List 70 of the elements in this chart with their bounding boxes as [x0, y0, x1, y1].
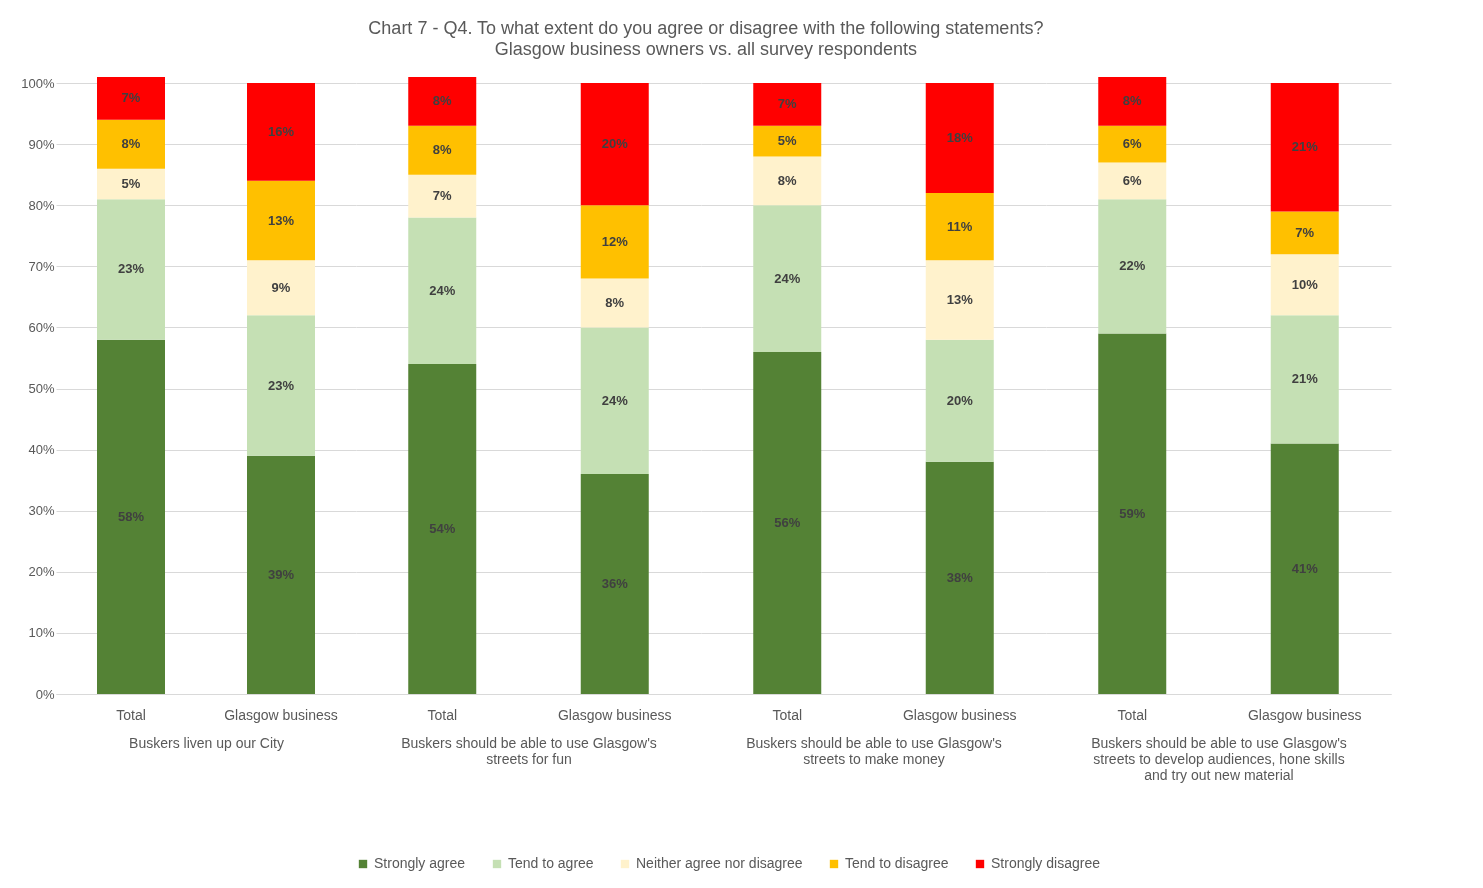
data-label: 5%: [121, 175, 141, 191]
data-label: 23%: [267, 377, 295, 393]
x-tick-label: Glasgow business: [557, 706, 672, 723]
text: Buskers should be able to use Glasgow's streets for fun: [401, 734, 657, 767]
data-label: 8%: [121, 136, 141, 152]
data-label: 8%: [432, 142, 453, 158]
legend-label: Tend to disagree: [845, 855, 949, 871]
data-label: 21%: [1291, 139, 1319, 155]
data-label: 18%: [946, 130, 974, 146]
x-tick-label: Glasgow business: [224, 706, 338, 723]
data-label: 5%: [777, 133, 798, 149]
data-label: 6%: [1122, 172, 1143, 188]
x-tick-label: Total: [772, 706, 803, 723]
data-label: 24%: [601, 392, 629, 408]
data-label: 36%: [601, 576, 629, 592]
data-label: 38%: [946, 569, 974, 585]
y-tick-label: 90%: [28, 136, 55, 152]
data-label: 59%: [1119, 505, 1146, 521]
x-tick-label: Total: [116, 706, 146, 723]
x-tick-label: Glasgow business: [902, 706, 1017, 723]
data-label: 11%: [947, 218, 973, 234]
y-tick-label: 100%: [21, 75, 55, 91]
y-tick-label: 60%: [28, 319, 55, 335]
data-label: 13%: [267, 212, 295, 228]
text: Buskers liven up our City: [129, 734, 284, 751]
data-label: 7%: [432, 188, 453, 204]
data-label: 12%: [601, 233, 629, 249]
data-label: 21%: [1291, 371, 1319, 387]
data-label: 7%: [1295, 224, 1315, 240]
data-label: 24%: [774, 270, 801, 286]
data-label: 39%: [267, 566, 295, 582]
data-label: 22%: [1119, 258, 1146, 274]
data-label: 13%: [946, 291, 974, 307]
x-tick-label: Glasgow business: [1247, 706, 1362, 723]
data-label: 41%: [1291, 560, 1319, 576]
data-label: 20%: [946, 392, 974, 408]
data-label: 54%: [429, 521, 456, 537]
data-label: 20%: [601, 136, 629, 152]
data-label: 10%: [1291, 276, 1319, 292]
y-tick-label: 70%: [28, 258, 55, 274]
y-tick-label: 10%: [28, 625, 55, 641]
x-tick-label: Total: [427, 706, 458, 723]
data-label: 9%: [271, 279, 291, 295]
chart-subtitle: Glasgow business owners vs. all survey respondents: [494, 39, 917, 59]
y-tick-label: 20%: [28, 564, 55, 580]
y-tick-label: 80%: [28, 197, 55, 213]
data-label: 23%: [117, 261, 145, 277]
chart-title: Chart 7 - Q4. To what extent do you agree or disagree with the following statements?: [368, 18, 1044, 38]
legend-label: Tend to agree: [508, 855, 594, 871]
y-tick-label: 40%: [28, 442, 55, 458]
y-tick-label: 50%: [28, 381, 55, 397]
data-label: 7%: [777, 96, 798, 112]
data-label: 58%: [117, 508, 145, 524]
legend-label: Strongly agree: [374, 855, 466, 871]
y-tick-label: 30%: [28, 503, 55, 519]
data-label: 6%: [1122, 136, 1143, 152]
text: Buskers should be able to use Glasgow's streets to make money: [746, 734, 1002, 767]
data-label: 8%: [432, 93, 453, 109]
data-label: 16%: [267, 123, 295, 139]
data-label: 24%: [429, 282, 456, 298]
y-tick-label: 0%: [35, 686, 55, 702]
data-label: 8%: [777, 172, 798, 188]
data-label: 7%: [121, 90, 141, 106]
data-label: 56%: [774, 514, 801, 530]
data-label: 8%: [1122, 93, 1143, 109]
legend-label: Neither agree nor disagree: [636, 855, 803, 871]
legend-label: Strongly disagree: [991, 855, 1101, 871]
data-label: 8%: [605, 295, 625, 311]
text: Buskers should be able to use Glasgow's streets to develop audiences, hone skills and try out new material: [1091, 734, 1347, 783]
x-tick-label: Total: [1117, 706, 1148, 723]
